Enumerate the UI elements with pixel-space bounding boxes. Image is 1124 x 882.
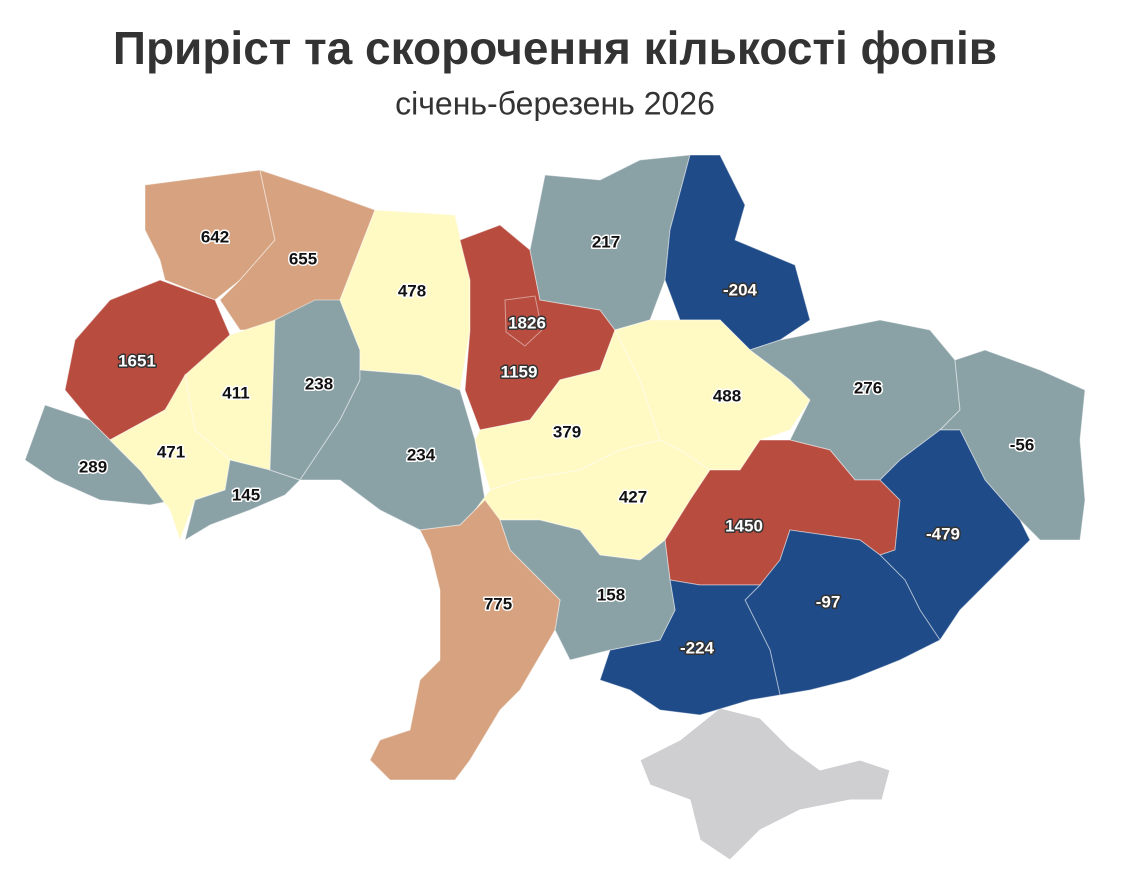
region-value: -204 (723, 280, 758, 299)
region-value: 642 (201, 227, 229, 246)
region-value: 471 (157, 442, 185, 461)
region-value: 411 (222, 383, 249, 402)
region-value: 145 (232, 485, 260, 504)
regions (24, 154, 1086, 781)
region-value: 488 (713, 386, 741, 405)
region-value: 217 (592, 232, 620, 251)
subtitle: січень-березень 2026 (395, 85, 715, 121)
region (369, 499, 561, 781)
region-value: 1450 (725, 516, 763, 535)
region-value: 379 (553, 422, 581, 441)
region-value: 1651 (118, 351, 156, 370)
region-value: -479 (926, 524, 960, 543)
region-value: 478 (398, 281, 426, 300)
region-value: 158 (597, 585, 625, 604)
region-value: 276 (854, 378, 882, 397)
region (504, 295, 543, 347)
region (879, 429, 1031, 641)
region-value: -224 (680, 638, 715, 657)
region-value: 427 (619, 487, 647, 506)
crimea (639, 707, 891, 861)
region-value: 289 (79, 457, 107, 476)
region-value: 238 (305, 374, 333, 393)
labels: 642 655 1651 411 289 471 145 238 478 234 1826 1159 2… (77, 226, 1035, 659)
region-value: -97 (816, 592, 841, 611)
region (24, 404, 177, 506)
region-value: 234 (407, 445, 436, 464)
region-value: -56 (1010, 435, 1035, 454)
region-value: 775 (484, 594, 512, 613)
region (184, 459, 301, 542)
title: Приріст та скорочення кількості фопів (113, 22, 997, 74)
region-value: 1826 (508, 313, 546, 332)
region-value: 1159 (501, 362, 538, 381)
region-value: 655 (289, 249, 317, 268)
